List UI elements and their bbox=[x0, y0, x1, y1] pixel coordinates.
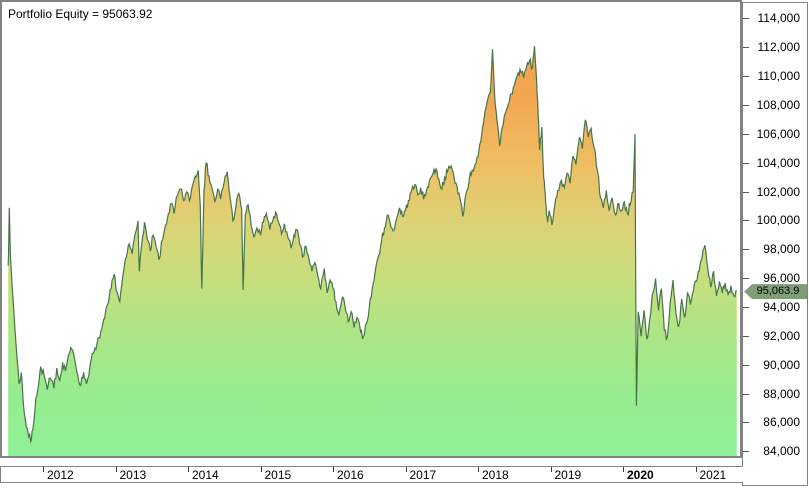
x-tick-mark bbox=[43, 467, 44, 472]
y-tick-mark bbox=[743, 162, 749, 164]
y-tick-mark bbox=[743, 18, 749, 20]
y-tick-label: 112,000 bbox=[757, 40, 801, 55]
y-tick-label: 92,000 bbox=[763, 328, 800, 343]
plot-area[interactable]: Portfolio Equity = 95063.92 bbox=[0, 0, 742, 458]
x-tick-label: 2014 bbox=[192, 468, 219, 482]
y-axis[interactable]: 95,063.9 114,000 112,000 110,000 108,000 106… bbox=[742, 2, 808, 486]
y-tick-mark bbox=[743, 364, 749, 366]
x-tick-mark bbox=[188, 467, 189, 472]
x-tick-mark bbox=[333, 467, 334, 472]
x-tick-mark bbox=[115, 467, 117, 472]
x-tick-label: 2015 bbox=[264, 468, 292, 482]
x-tick-mark bbox=[405, 467, 407, 472]
equity-line bbox=[7, 46, 737, 444]
x-tick-label: 2021 bbox=[699, 468, 727, 482]
x-tick-mark bbox=[695, 467, 697, 472]
x-tick-mark bbox=[260, 467, 262, 472]
y-tick-mark bbox=[743, 422, 749, 424]
y-tick-label: 104,000 bbox=[756, 155, 800, 170]
x-tick-label: 2016 bbox=[337, 468, 364, 482]
y-tick-label: 106,000 bbox=[756, 126, 800, 141]
y-tick-mark bbox=[743, 306, 749, 308]
y-tick-mark bbox=[743, 451, 749, 453]
x-tick-label: 2012 bbox=[47, 468, 74, 482]
x-tick-label: 2017 bbox=[409, 468, 437, 482]
x-axis[interactable]: 2012 2013 2014 2015 2016 2017 2018 2019 2020 2021 bbox=[0, 466, 743, 483]
y-tick-mark bbox=[743, 278, 749, 280]
area-fill bbox=[8, 46, 737, 456]
chart-title: Portfolio Equity = 95063.92 bbox=[8, 7, 153, 21]
y-tick-label: 90,000 bbox=[763, 357, 800, 372]
y-tick-mark bbox=[743, 104, 749, 106]
y-tick-label: 108,000 bbox=[756, 97, 800, 112]
y-tick-label: 86,000 bbox=[763, 415, 800, 430]
y-tick-mark bbox=[743, 191, 749, 193]
x-tick-label: 2020 bbox=[627, 468, 654, 482]
x-tick-label: 2013 bbox=[119, 468, 147, 482]
equity-area-chart bbox=[7, 46, 737, 456]
y-tick-mark bbox=[743, 76, 749, 78]
y-tick-label: 88,000 bbox=[763, 386, 800, 401]
y-tick-label: 94,000 bbox=[763, 299, 800, 314]
y-tick-label: 114,000 bbox=[757, 11, 801, 26]
y-tick-label: 100,000 bbox=[756, 213, 800, 228]
y-tick-mark bbox=[743, 47, 749, 49]
last-value-flag: 95,063.9 bbox=[744, 284, 807, 300]
y-tick-mark bbox=[743, 133, 749, 135]
x-tick-mark bbox=[550, 467, 552, 472]
y-tick-mark bbox=[743, 335, 749, 337]
y-tick-mark bbox=[743, 393, 749, 395]
x-tick-mark bbox=[478, 467, 479, 472]
y-tick-label: 96,000 bbox=[763, 271, 800, 286]
x-tick-mark bbox=[623, 467, 624, 472]
y-tick-label: 102,000 bbox=[756, 184, 800, 199]
x-tick-label: 2018 bbox=[482, 468, 509, 482]
y-tick-label: 110,000 bbox=[757, 69, 801, 84]
x-tick-label: 2019 bbox=[554, 468, 582, 482]
y-tick-mark bbox=[743, 249, 749, 251]
y-tick-label: 98,000 bbox=[763, 242, 800, 257]
y-tick-label: 84,000 bbox=[763, 444, 800, 459]
y-tick-mark bbox=[743, 220, 749, 222]
